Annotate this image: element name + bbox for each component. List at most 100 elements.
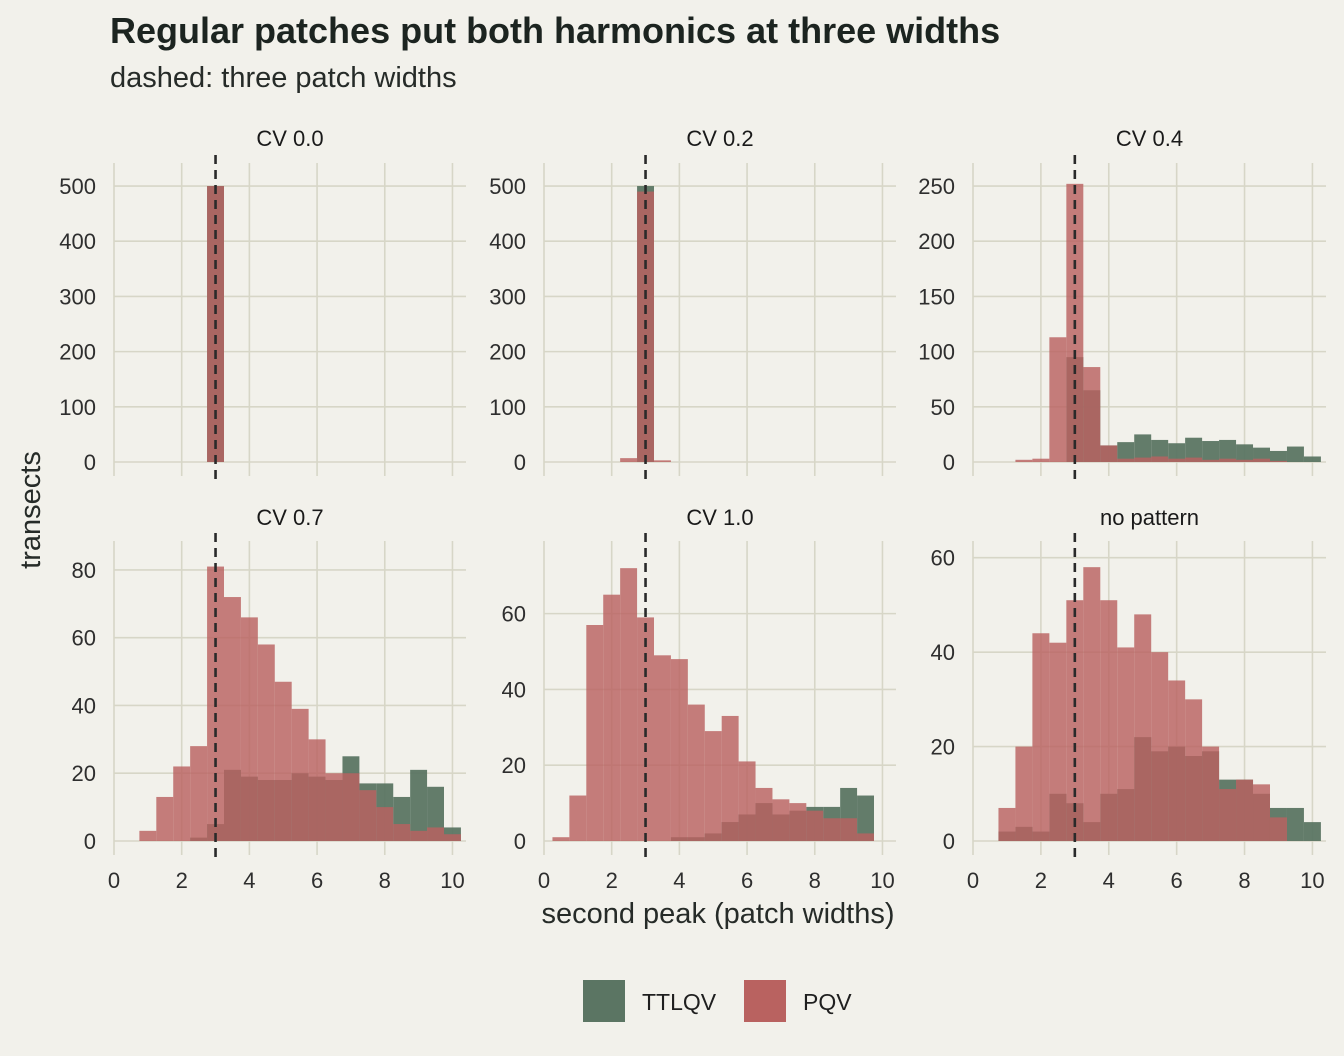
bar-pqv xyxy=(586,625,604,841)
y-tick-label: 60 xyxy=(72,626,96,651)
x-tick-label: 8 xyxy=(379,868,391,893)
y-tick-label: 40 xyxy=(502,677,526,702)
bar-pqv xyxy=(1185,457,1203,462)
bar-pqv xyxy=(1168,680,1186,841)
y-tick-label: 100 xyxy=(59,395,96,420)
y-tick-label: 300 xyxy=(489,284,526,309)
bar-pqv xyxy=(410,830,428,841)
x-tick-label: 2 xyxy=(176,868,188,893)
bar-pqv xyxy=(552,837,570,841)
legend-key-pqv xyxy=(744,980,786,1022)
bar-ttlqv xyxy=(1303,456,1321,462)
bar-pqv xyxy=(1269,817,1287,841)
y-tick-label: 500 xyxy=(489,174,526,199)
y-tick-label: 400 xyxy=(59,229,96,254)
y-tick-label: 0 xyxy=(84,829,96,854)
panel-label: CV 0.4 xyxy=(1116,126,1183,151)
bar-ttlqv xyxy=(427,786,444,841)
y-tick-label: 0 xyxy=(943,450,955,475)
panel-1: CV 0.2 0 100 200 300 400 500 xyxy=(489,126,896,480)
panel-label: CV 0.7 xyxy=(256,505,323,530)
bar-pqv xyxy=(1253,458,1270,462)
bar-pqv xyxy=(1202,459,1220,462)
x-tick-label: 8 xyxy=(1238,868,1250,893)
bar-pqv xyxy=(308,739,326,841)
bar-pqv xyxy=(291,708,309,841)
bar-ttlqv xyxy=(1236,444,1254,462)
bar-pqv xyxy=(840,818,858,841)
bar-pqv xyxy=(1151,456,1169,462)
bar-pqv xyxy=(1236,779,1254,841)
bar-ttlqv xyxy=(1134,434,1152,462)
bar-pqv xyxy=(654,655,671,841)
x-tick-label: 2 xyxy=(606,868,618,893)
bar-pqv xyxy=(755,787,773,841)
x-tick-label: 6 xyxy=(741,868,753,893)
y-tick-label: 400 xyxy=(489,229,526,254)
bar-ttlqv xyxy=(1168,443,1186,462)
y-tick-label: 100 xyxy=(489,395,526,420)
bar-pqv xyxy=(325,773,343,841)
bar-pqv xyxy=(1032,633,1050,841)
y-tick-label: 250 xyxy=(918,174,955,199)
y-tick-label: 200 xyxy=(489,340,526,365)
bar-pqv xyxy=(569,795,587,841)
bar-pqv xyxy=(1134,457,1152,462)
bar-pqv xyxy=(654,460,671,462)
bar-ttlqv xyxy=(1269,450,1287,462)
legend-label-pqv: PQV xyxy=(803,989,852,1015)
x-tick-label: 6 xyxy=(311,868,323,893)
bar-ttlqv xyxy=(857,795,874,841)
bar-pqv xyxy=(620,568,638,841)
bar-pqv xyxy=(704,731,722,841)
bar-pqv xyxy=(139,830,157,841)
y-tick-label: 300 xyxy=(59,284,96,309)
bar-pqv xyxy=(1219,458,1237,462)
bar-ttlqv xyxy=(1219,439,1237,462)
bar-ttlqv xyxy=(1286,446,1304,462)
bar-pqv xyxy=(998,807,1016,841)
bar-pqv xyxy=(376,807,394,841)
panel-label: CV 0.2 xyxy=(686,126,753,151)
bar-ttlqv xyxy=(1117,442,1135,462)
y-tick-label: 100 xyxy=(918,340,955,365)
bar-pqv xyxy=(224,597,241,841)
y-tick-label: 40 xyxy=(931,640,955,665)
bar-pqv xyxy=(1015,459,1033,462)
bar-pqv xyxy=(1117,647,1135,841)
bar-ttlqv xyxy=(1286,807,1304,841)
x-tick-label: 10 xyxy=(440,868,464,893)
y-tick-label: 0 xyxy=(514,450,526,475)
y-tick-label: 20 xyxy=(931,735,955,760)
bar-ttlqv xyxy=(1303,822,1321,841)
x-tick-label: 4 xyxy=(1103,868,1115,893)
chart-title: Regular patches put both harmonics at th… xyxy=(110,10,1001,51)
bar-pqv xyxy=(156,796,174,841)
bar-pqv xyxy=(444,834,461,841)
x-tick-label: 4 xyxy=(243,868,255,893)
bar-pqv xyxy=(823,818,841,841)
bar-pqv xyxy=(1185,699,1203,841)
bar-pqv xyxy=(1032,458,1050,462)
x-tick-label: 6 xyxy=(1171,868,1183,893)
bar-pqv xyxy=(1100,600,1118,841)
bar-pqv xyxy=(1083,567,1101,841)
bar-pqv xyxy=(857,833,874,841)
bar-pqv xyxy=(1134,614,1152,841)
y-tick-label: 0 xyxy=(943,829,955,854)
panel-label: no pattern xyxy=(1100,505,1199,530)
x-tick-label: 0 xyxy=(538,868,550,893)
bar-ttlqv xyxy=(1185,437,1203,462)
y-tick-label: 60 xyxy=(931,546,955,571)
panel-label: CV 0.0 xyxy=(256,126,323,151)
bar-pqv xyxy=(1049,337,1067,462)
bar-pqv xyxy=(738,761,756,841)
y-tick-label: 40 xyxy=(72,693,96,718)
panel-3: CV 0.7 0 20 40 60 80 0 2 4 6 8 10 xyxy=(72,505,466,893)
bar-pqv xyxy=(1168,458,1186,462)
bar-pqv xyxy=(342,773,360,841)
panel-4: CV 1.0 0 20 40 60 0 2 4 6 8 10 xyxy=(502,505,896,893)
bar-pqv xyxy=(1269,460,1287,462)
bar-pqv xyxy=(1015,746,1033,841)
y-tick-label: 150 xyxy=(918,284,955,309)
